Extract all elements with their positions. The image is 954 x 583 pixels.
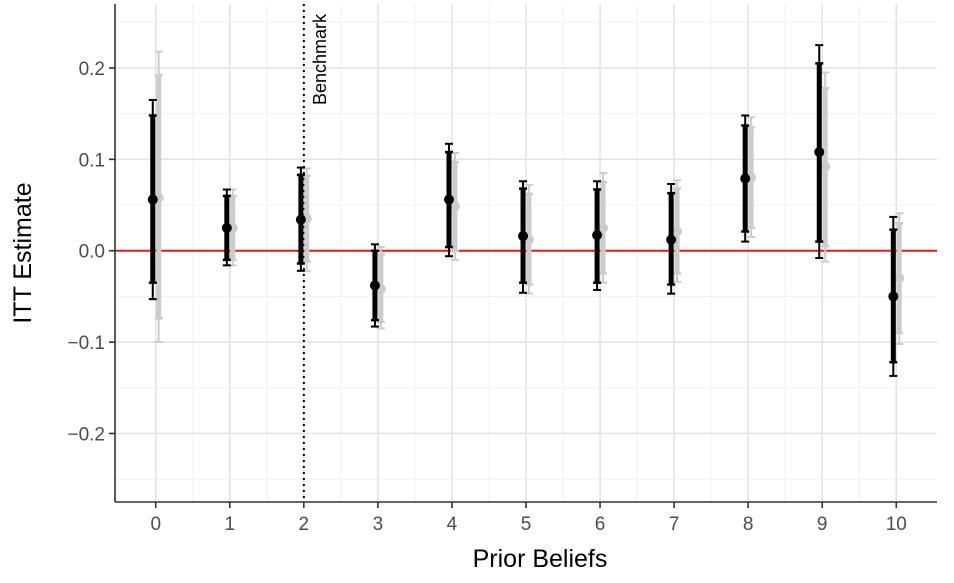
point-estimate xyxy=(814,147,825,158)
point-estimate xyxy=(598,222,609,233)
reference-layer: Benchmark xyxy=(115,4,937,502)
series-layer xyxy=(147,44,905,377)
point-estimate xyxy=(740,173,751,184)
x-tick-label: 9 xyxy=(817,514,828,535)
x-tick-label: 1 xyxy=(224,514,235,535)
y-tick-label: 0.2 xyxy=(79,59,105,80)
point-estimate xyxy=(894,273,905,284)
point-estimate xyxy=(369,280,380,291)
point-estimate xyxy=(443,194,454,205)
point-estimate xyxy=(672,226,683,237)
y-tick-label: 0.1 xyxy=(79,150,105,171)
x-tick-label: 4 xyxy=(447,514,458,535)
x-tick-label: 0 xyxy=(150,514,161,535)
y-tick-label: −0.1 xyxy=(67,333,105,354)
point-estimate xyxy=(888,291,899,302)
y-axis-title: ITT Estimate xyxy=(9,182,37,323)
grid-layer xyxy=(115,4,937,502)
y-tick-label: 0.0 xyxy=(79,242,105,263)
y-tick-label: −0.2 xyxy=(67,424,105,445)
axis-layer: 0.2 0.1 0.0 −0.1 −0.2 0 1 2 3 4 5 6 7 8 9 10 xyxy=(67,4,937,535)
point-estimate xyxy=(295,214,306,225)
x-axis-title: Prior Beliefs xyxy=(473,545,608,573)
point-estimate xyxy=(820,161,831,172)
x-tick-label: 2 xyxy=(299,514,310,535)
point-estimate xyxy=(221,222,232,233)
x-tick-label: 7 xyxy=(669,514,680,535)
point-estimate xyxy=(147,194,158,205)
x-tick-label: 10 xyxy=(886,514,907,535)
point-estimate xyxy=(449,200,460,211)
x-tick-label: 6 xyxy=(595,514,606,535)
x-tick-label: 3 xyxy=(373,514,384,535)
point-estimate xyxy=(518,231,529,242)
x-tick-label: 8 xyxy=(743,514,754,535)
point-estimate xyxy=(666,234,677,245)
point-estimate xyxy=(592,230,603,241)
benchmark-label: Benchmark xyxy=(310,13,330,105)
x-tick-label: 5 xyxy=(521,514,532,535)
